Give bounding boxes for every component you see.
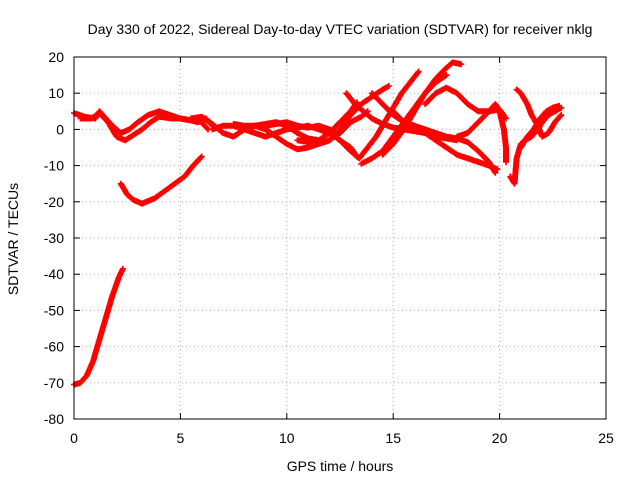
y-tick-label: -30: [44, 230, 64, 246]
axis-ticks: 0 5 10 15 20 25 -80 -70 -60 -50 -40 -30 -20 -10 0 10 20: [44, 49, 614, 446]
x-tick-label: 20: [492, 430, 508, 446]
data-points: [71, 59, 565, 388]
series-arc-low: [71, 265, 126, 388]
y-tick-label: 10: [48, 85, 64, 101]
series-markers-arc-i: [337, 68, 422, 162]
y-tick-label: -80: [44, 411, 64, 427]
y-tick-label: -40: [44, 266, 64, 282]
series-arc-m: [390, 108, 501, 173]
series-markers-arc-low: [71, 265, 126, 388]
x-axis-label: GPS time / hours: [287, 458, 394, 474]
x-tick-label: 5: [177, 430, 185, 446]
series-markers-arc-r: [517, 102, 563, 151]
series-arc-i: [337, 68, 422, 162]
y-tick-label: -50: [44, 302, 64, 318]
chart-title: Day 330 of 2022, Sidereal Day-to-day VTE…: [88, 21, 593, 37]
y-tick-label: -70: [44, 375, 64, 391]
x-tick-label: 15: [385, 430, 401, 446]
series-markers-arc-q: [513, 86, 565, 140]
x-tick-label: 0: [70, 430, 78, 446]
y-axis-label: SDTVAR / TECUs: [5, 183, 21, 295]
series-arc-o: [454, 101, 509, 165]
y-tick-label: 0: [56, 121, 64, 137]
plot-frame: [73, 56, 607, 420]
series-arc-dip: [117, 153, 205, 207]
series-markers-arc-o: [454, 101, 509, 165]
series-arc-r: [517, 102, 563, 151]
y-tick-label: -20: [44, 194, 64, 210]
series-arc-q: [513, 86, 565, 140]
x-tick-label: 10: [279, 430, 295, 446]
series-markers-arc-dip: [117, 153, 205, 207]
series-markers-arc-m: [390, 108, 501, 173]
x-tick-label: 25: [598, 430, 614, 446]
y-tick-label: 20: [48, 49, 64, 65]
y-tick-label: -60: [44, 339, 64, 355]
y-tick-label: -10: [44, 158, 64, 174]
